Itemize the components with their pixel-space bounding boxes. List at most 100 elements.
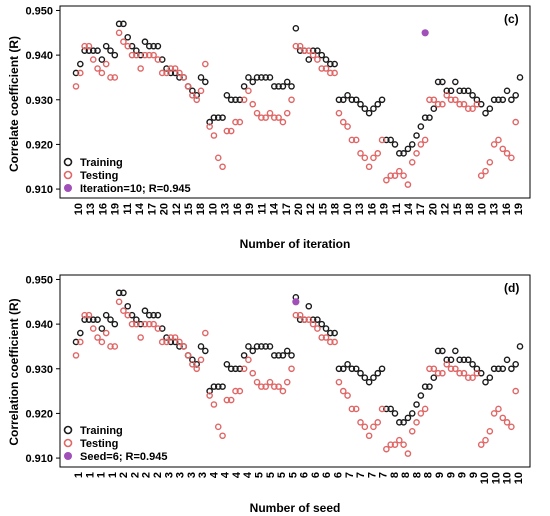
training-point xyxy=(495,365,502,373)
testing-point xyxy=(322,65,330,72)
x-tick-label: 1 xyxy=(73,472,85,478)
testing-point xyxy=(128,51,136,59)
panel-label-c: (c) xyxy=(504,12,519,26)
training-point xyxy=(94,47,101,54)
y-tick-label: 0.910 xyxy=(25,184,53,196)
testing-point xyxy=(89,56,97,63)
training-point xyxy=(417,123,425,130)
x-tick-label: 7 xyxy=(344,472,356,478)
training-point xyxy=(236,365,244,373)
training-point xyxy=(512,361,519,368)
training-point xyxy=(85,47,93,54)
x-tick-label: 18 xyxy=(330,203,342,215)
testing-point xyxy=(283,109,291,117)
training-point xyxy=(72,338,80,346)
y-tick-label: 0.930 xyxy=(25,364,53,376)
training-point xyxy=(197,343,205,350)
training-point xyxy=(154,42,162,50)
testing-point xyxy=(137,65,144,72)
testing-point xyxy=(452,365,459,373)
x-tick-label: 5 xyxy=(254,472,266,478)
testing-point xyxy=(365,432,373,440)
training-point xyxy=(413,401,420,408)
testing-point xyxy=(210,401,218,408)
x-tick-label: 19 xyxy=(379,203,391,215)
testing-point xyxy=(210,132,218,139)
testing-point xyxy=(439,369,446,377)
testing-point xyxy=(305,47,313,54)
testing-point xyxy=(391,172,399,179)
x-tick-label: 13 xyxy=(354,203,366,215)
testing-point xyxy=(107,343,114,350)
training-point xyxy=(309,47,317,54)
training-point xyxy=(197,74,205,81)
x-tick-label: 13 xyxy=(85,203,97,215)
training-point xyxy=(387,405,394,413)
x-tick-label: 2 xyxy=(141,472,153,478)
x-tick-label: 4 xyxy=(208,471,220,478)
training-point xyxy=(452,78,459,86)
training-point xyxy=(163,65,170,72)
training-point xyxy=(128,311,136,319)
testing-point xyxy=(327,69,334,77)
training-point xyxy=(417,392,425,399)
x-tick-label: 11 xyxy=(256,203,268,215)
testing-point xyxy=(98,69,106,77)
training-point xyxy=(396,150,403,157)
y-tick-label: 0.920 xyxy=(25,139,53,151)
testing-point xyxy=(447,96,455,104)
training-point xyxy=(396,419,403,426)
training-point xyxy=(202,347,209,355)
testing-point xyxy=(141,320,149,328)
training-point xyxy=(430,105,438,112)
testing-point xyxy=(486,158,494,166)
training-point xyxy=(133,47,140,54)
testing-point xyxy=(167,65,175,72)
testing-point xyxy=(408,158,416,166)
training-point xyxy=(434,78,442,86)
training-point xyxy=(279,352,287,359)
training-point xyxy=(296,316,304,323)
x-tick-label: 1 xyxy=(96,472,108,478)
training-point xyxy=(464,87,472,95)
x-tick-label: 14 xyxy=(134,202,146,215)
training-point xyxy=(262,343,269,350)
x-tick-label: 4 xyxy=(220,471,232,478)
testing-point xyxy=(154,56,162,63)
training-point xyxy=(357,369,364,377)
training-point xyxy=(327,329,334,337)
training-point xyxy=(490,96,498,104)
testing-point xyxy=(417,410,425,417)
testing-point xyxy=(197,87,205,95)
training-point xyxy=(439,347,446,355)
testing-point xyxy=(262,114,269,121)
testing-point xyxy=(305,316,313,323)
training-point xyxy=(270,83,278,90)
training-point xyxy=(508,365,515,373)
x-tick-label: 3 xyxy=(175,472,187,478)
y-tick-label: 0.910 xyxy=(25,453,53,465)
training-point xyxy=(210,114,218,121)
testing-point xyxy=(309,51,317,59)
training-point xyxy=(331,329,338,337)
legend-highlight-label: Iteration=10; R=0.945 xyxy=(80,183,191,195)
training-point xyxy=(400,150,407,157)
training-point xyxy=(318,320,326,328)
training-point xyxy=(81,47,88,54)
testing-point xyxy=(292,42,300,50)
panel-label-d: (d) xyxy=(504,281,519,295)
training-point xyxy=(202,78,209,86)
testing-point xyxy=(344,392,351,399)
training-point xyxy=(352,365,360,373)
testing-point xyxy=(439,100,446,108)
testing-point xyxy=(275,114,282,121)
x-tick-label: 18 xyxy=(464,203,476,215)
training-point xyxy=(111,320,119,328)
training-point xyxy=(128,42,136,50)
testing-point xyxy=(184,83,192,90)
training-point xyxy=(421,114,429,121)
testing-point xyxy=(473,100,481,108)
x-tick-label: 19 xyxy=(244,203,256,215)
training-point xyxy=(94,316,101,323)
training-point xyxy=(387,136,394,144)
